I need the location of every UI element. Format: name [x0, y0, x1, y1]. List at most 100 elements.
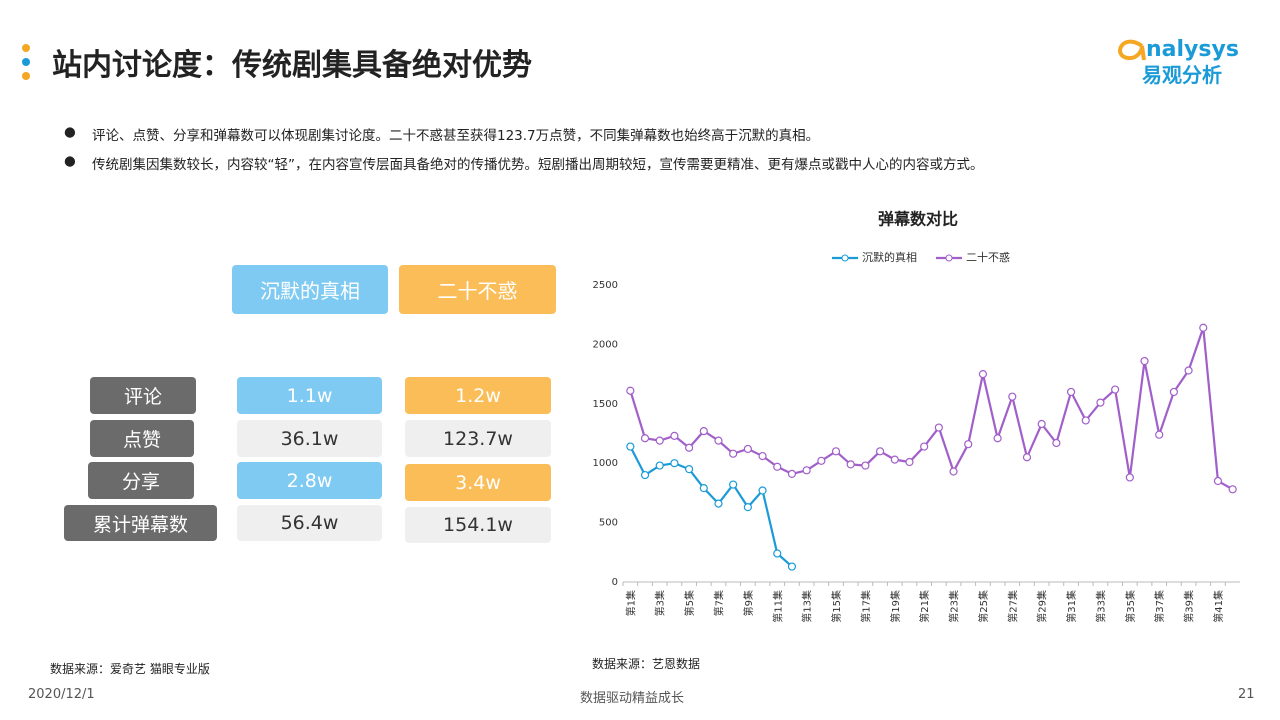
data-point: [905, 457, 914, 467]
data-point: [1169, 387, 1178, 397]
x-tick-label: 第37集: [1153, 590, 1166, 623]
data-point: [699, 484, 708, 493]
row-label: 累计弹幕数: [64, 505, 217, 541]
data-point: [714, 436, 723, 445]
data-point: [1111, 385, 1120, 394]
data-point: [1052, 438, 1061, 448]
data-point: [1096, 398, 1105, 407]
legend-label: 二十不惑: [966, 250, 1010, 264]
data-point: [861, 461, 870, 470]
data-point: [964, 440, 973, 449]
data-point: [890, 455, 899, 464]
y-tick-label: 0: [612, 577, 618, 588]
data-point: [1125, 473, 1134, 482]
data-point: [655, 436, 664, 445]
row-label: 评论: [90, 377, 196, 414]
data-point: [729, 449, 738, 458]
data-point: [802, 466, 811, 475]
row-label: 点赞: [90, 420, 194, 457]
data-point: [685, 443, 694, 452]
title-dot: [22, 44, 30, 52]
data-point: [626, 442, 635, 451]
x-tick-label: 第21集: [918, 590, 931, 623]
source: 数据来源：爱奇艺 猫眼专业版: [50, 662, 210, 676]
data-point: [640, 434, 650, 443]
data-point: [1037, 419, 1046, 429]
x-tick-label: 第39集: [1183, 590, 1196, 623]
source: 数据来源：艺恩数据: [592, 657, 701, 671]
data-point: [699, 427, 708, 436]
legend-label: 沉默的真相: [862, 250, 917, 264]
x-tick-label: 第5集: [683, 590, 696, 616]
logo: nalysys 易观分析: [1118, 37, 1239, 87]
x-tick-label: 第33集: [1094, 590, 1107, 623]
title-dot: [22, 72, 30, 80]
legend-marker: [841, 254, 849, 262]
data-point: [831, 447, 841, 456]
column-header: 沉默的真相: [232, 265, 388, 314]
title-dot: [22, 58, 30, 66]
cell: 56.4w: [237, 505, 382, 541]
series-line: [629, 446, 793, 568]
data-point: [1140, 356, 1149, 366]
cell: 123.7w: [405, 420, 551, 457]
data-point: [993, 434, 1002, 443]
data-point: [846, 460, 855, 469]
y-tick-label: 500: [599, 518, 618, 529]
data-point: [640, 470, 650, 480]
chart-title: 弹幕数对比: [878, 210, 958, 229]
legend-marker: [945, 254, 953, 262]
data-point: [817, 456, 826, 465]
x-tick-label: 第19集: [889, 590, 902, 623]
cell: 1.1w: [237, 377, 382, 414]
data-point: [655, 461, 664, 470]
data-point: [949, 467, 958, 476]
data-point: [685, 465, 694, 474]
data-point: [1022, 453, 1032, 462]
y-tick-label: 2500: [593, 280, 618, 291]
bullet: 评论、点赞、分享和弹幕数可以体现剧集讨论度。二十不惑甚至获得123.7万点赞，不…: [64, 124, 819, 144]
data-point: [743, 503, 752, 512]
series-line: [629, 327, 1234, 491]
slide-title: 站内讨论度：传统剧集具备绝对优势: [52, 48, 532, 83]
data-point: [875, 447, 885, 456]
data-point: [1199, 323, 1208, 332]
column-header: 二十不惑: [399, 265, 556, 314]
data-point: [787, 469, 797, 478]
y-tick-label: 1000: [593, 458, 618, 469]
y-tick-label: 1500: [593, 399, 618, 410]
data-point: [934, 423, 943, 432]
footer-slogan: 数据驱动精益成长: [580, 691, 685, 706]
x-tick-label: 第25集: [977, 590, 990, 623]
data-point: [773, 462, 782, 471]
cell: 36.1w: [237, 420, 382, 457]
data-point: [626, 386, 635, 395]
row-label: 分享: [88, 462, 194, 499]
data-point: [1228, 485, 1237, 494]
data-point: [920, 442, 929, 451]
data-point: [1066, 387, 1076, 397]
logo-cn: 易观分析: [1142, 63, 1222, 87]
data-point: [758, 451, 767, 461]
footer-date: 2020/12/1: [28, 687, 95, 702]
data-point: [1184, 366, 1193, 375]
x-tick-label: 第23集: [948, 590, 961, 623]
data-point: [787, 562, 797, 571]
logo-swoosh: [1118, 39, 1146, 61]
data-point: [773, 549, 782, 558]
x-tick-label: 第9集: [742, 590, 755, 616]
data-point: [1081, 416, 1090, 425]
x-tick-label: 第11集: [771, 590, 784, 623]
x-tick-label: 第3集: [654, 590, 667, 616]
x-tick-label: 第17集: [859, 590, 872, 623]
logo-en: nalysys: [1146, 37, 1239, 62]
page-number: 21: [1238, 687, 1255, 702]
x-tick-label: 第27集: [1006, 590, 1019, 623]
cell: 154.1w: [405, 507, 551, 543]
x-tick-label: 第7集: [712, 590, 725, 616]
data-point: [1008, 392, 1017, 401]
x-tick-label: 第29集: [1036, 590, 1049, 623]
x-tick-label: 第15集: [830, 590, 843, 623]
